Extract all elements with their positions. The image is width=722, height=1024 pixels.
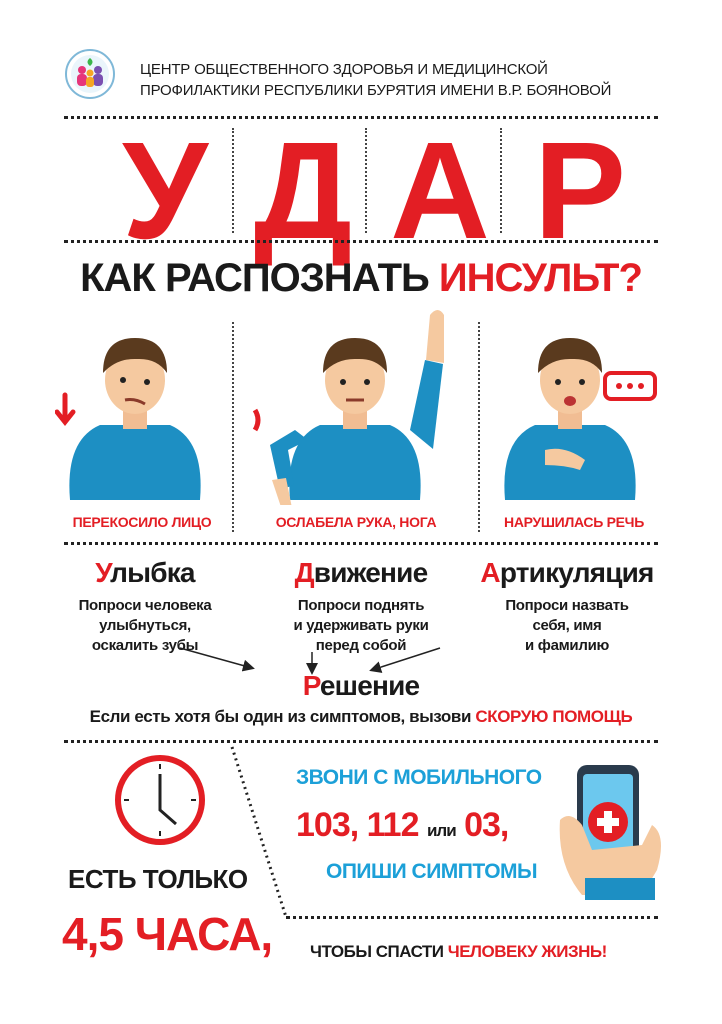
symptom-caption: ОСЛАБЕЛА РУКА, НОГА — [275, 514, 437, 530]
arrow-down-icon — [55, 392, 76, 427]
phone-icon — [559, 765, 661, 900]
call-line3: ОПИШИ СИМПТОМЫ — [326, 860, 538, 883]
divider — [64, 240, 658, 243]
divider — [232, 128, 234, 233]
decision-heading: Решение — [302, 670, 420, 701]
test-articulation: Артикуляция Попроси назвать себя, имя и фа… — [480, 557, 654, 654]
decision-text: Если есть хотя бы один из симптомов, выз… — [89, 707, 633, 726]
weakness-icon — [252, 408, 261, 432]
divider — [232, 322, 234, 532]
divider — [64, 542, 658, 545]
test-movement: Движение Попроси поднять и удерживать рук… — [293, 557, 429, 654]
test-smile: Улыбка Попроси человека улыбнуться, оскали… — [78, 557, 212, 654]
org-logo — [64, 48, 116, 105]
divider — [478, 322, 480, 532]
divider — [286, 916, 658, 919]
acronym-letter: Р — [533, 114, 627, 268]
acronym-letter: У — [122, 114, 208, 268]
clock-icon — [115, 755, 205, 845]
symptom-caption: ПЕРЕКОСИЛО ЛИЦО — [72, 514, 212, 530]
call-line1: ЗВОНИ С МОБИЛЬНОГО — [296, 766, 542, 789]
org-name-line2: ПРОФИЛАКТИКИ РЕСПУБЛИКИ БУРЯТИЯ ИМЕНИ В.… — [140, 82, 612, 99]
person-arm-weakness-illustration — [252, 310, 444, 505]
time-hours: 4,5 ЧАСА, — [62, 908, 273, 960]
divider — [500, 128, 502, 233]
speech-bubble-icon — [603, 371, 657, 401]
acronym-letter: Д — [253, 114, 353, 268]
divider — [230, 746, 288, 918]
symptom-caption: НАРУШИЛАСЬ РЕЧЬ — [504, 514, 644, 530]
org-name-line1: ЦЕНТР ОБЩЕСТВЕННОГО ЗДОРОВЬЯ И МЕДИЦИНСК… — [140, 61, 548, 78]
person-speech-illustration — [504, 338, 657, 500]
divider — [365, 128, 367, 233]
time-only: ЕСТЬ ТОЛЬКО — [68, 864, 248, 894]
page-title: КАК РАСПОЗНАТЬ ИНСУЛЬТ? — [80, 256, 643, 300]
arrow-icon — [369, 647, 441, 673]
divider — [64, 740, 658, 743]
person-face-droop-illustration — [55, 338, 201, 500]
emergency-numbers: 103, 112 или 03, — [296, 806, 509, 844]
arrows — [179, 647, 441, 675]
save-life-text: ЧТОБЫ СПАСТИ ЧЕЛОВЕКУ ЖИЗНЬ! — [310, 942, 607, 961]
acronym-letter: А — [390, 114, 490, 268]
divider — [64, 116, 658, 119]
arrow-icon — [179, 647, 255, 672]
